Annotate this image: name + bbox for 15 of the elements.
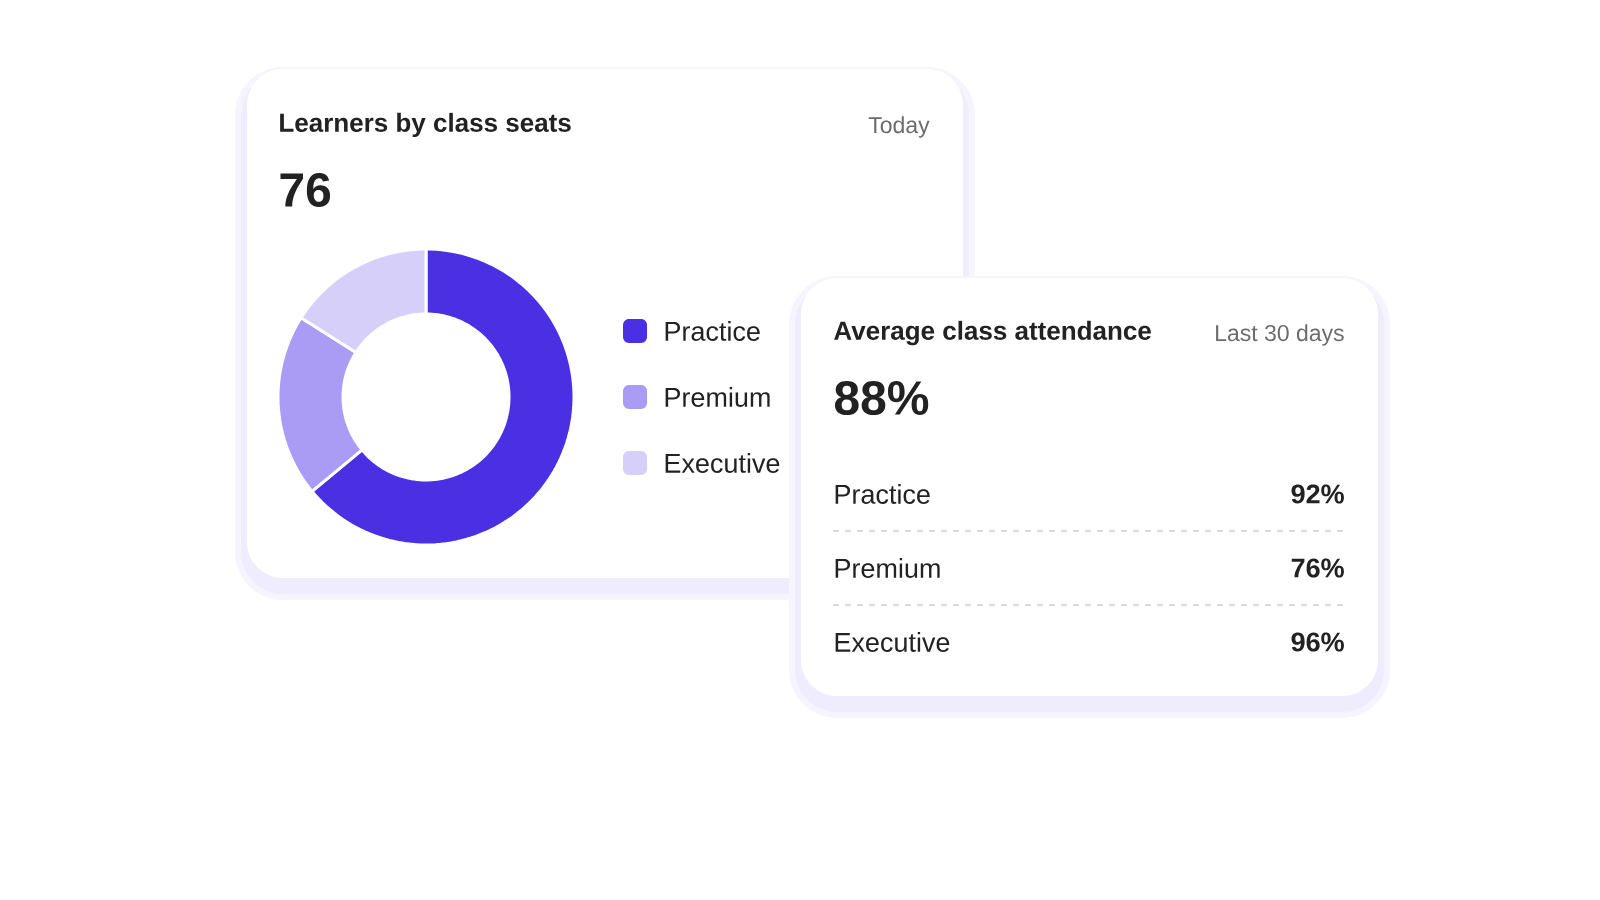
text: Premium (835, 558, 940, 578)
text: 76 (280, 173, 331, 207)
text: 76% (1291, 558, 1344, 578)
text: 96% (1291, 632, 1344, 652)
text: Last 30 days (1216, 324, 1344, 346)
legend-label: Executive (665, 453, 780, 473)
text: Practice (835, 484, 930, 504)
text: Average class attendance (834, 320, 1151, 346)
text: 88% (834, 381, 929, 415)
text: 92% (1291, 484, 1344, 504)
chart-title: Learners by class seats (280, 112, 571, 138)
legend-label: Premium (665, 387, 770, 407)
legend-label: Practice (665, 321, 760, 341)
text: Today (868, 116, 930, 138)
text: Executive (835, 632, 950, 652)
